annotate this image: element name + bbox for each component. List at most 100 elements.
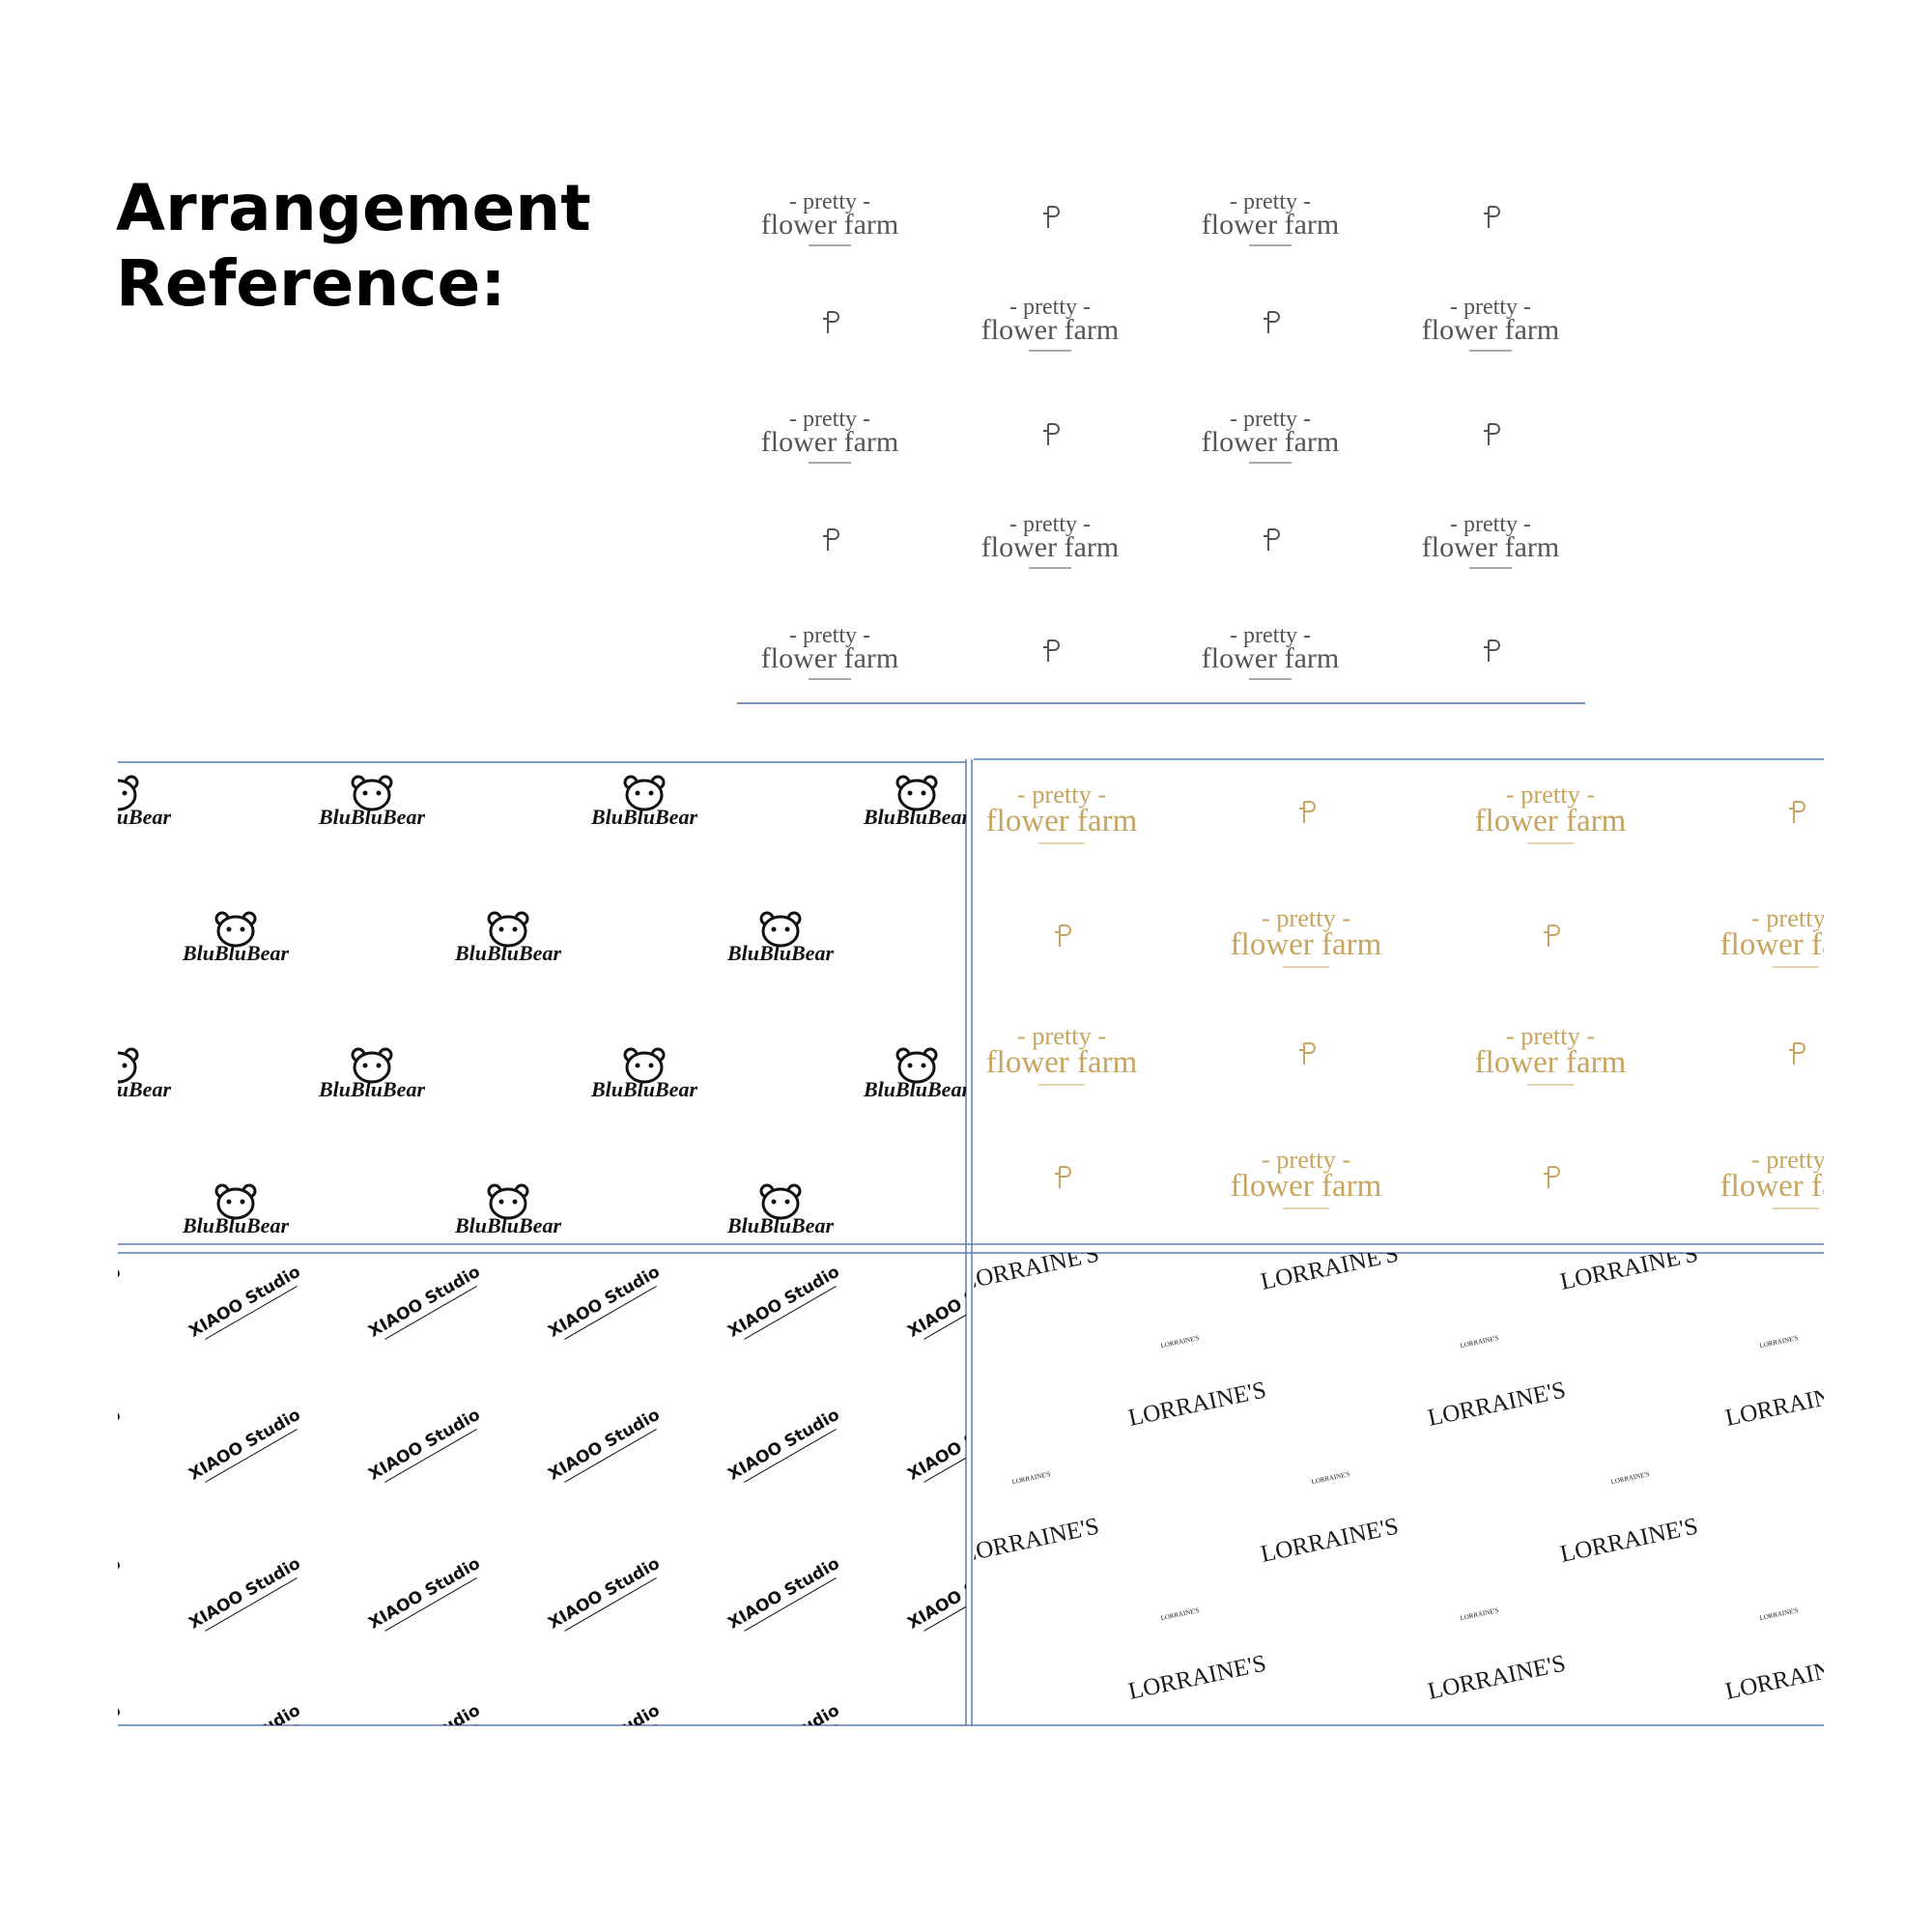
monogram xyxy=(823,311,839,333)
logo-line: flower farm xyxy=(1202,642,1339,674)
bear-logo: BluBluBear xyxy=(182,911,289,965)
monogram xyxy=(1043,206,1060,228)
monogram xyxy=(1789,1042,1805,1065)
bear-text: BluBluBear xyxy=(182,941,289,965)
logo-line: - pretty - xyxy=(1009,295,1091,320)
bear-head xyxy=(118,1051,137,1084)
monogram xyxy=(1055,924,1071,947)
bear-logo: BluBluBear xyxy=(590,775,697,829)
bear-text: BluBluBear xyxy=(64,1077,171,1101)
title-line: Reference: xyxy=(116,246,506,321)
logo-line: - pretty - xyxy=(1450,295,1531,320)
logo-line: flower farm xyxy=(761,209,898,241)
logo-line: - pretty - xyxy=(1230,623,1311,648)
reference-panel: - pretty -flower farm- pretty -flower fa… xyxy=(761,189,1559,680)
bear-text: BluBluBear xyxy=(726,941,834,965)
logo-line: - pretty - xyxy=(1450,512,1531,537)
logo-line: flower farm xyxy=(986,804,1138,838)
monogram xyxy=(1484,639,1500,662)
monogram xyxy=(1055,1166,1071,1188)
bear-head xyxy=(761,1187,800,1220)
bear-logo: BluBluBear xyxy=(318,1047,425,1101)
logo-line: - pretty - xyxy=(1017,780,1106,809)
bear-text: BluBluBear xyxy=(318,805,425,829)
bear-eye xyxy=(907,1063,913,1068)
studio-rule xyxy=(205,1428,298,1483)
bear-logo: BluBluBear xyxy=(590,1047,697,1101)
bear-logo: BluBluBear xyxy=(454,1183,561,1237)
bear-text: BluBluBear xyxy=(318,1077,425,1101)
bear-eye xyxy=(771,1199,777,1205)
bear-eye xyxy=(648,790,654,796)
bear-head xyxy=(353,1051,391,1084)
bear-eye xyxy=(362,1063,368,1068)
bear-text: BluBluBear xyxy=(863,1077,970,1101)
bear-logo: BluBluBear xyxy=(863,775,970,829)
bear-head xyxy=(897,779,936,811)
bear-text: BluBluBear xyxy=(64,805,171,829)
bear-eye xyxy=(635,790,640,796)
title-line: Arrangement xyxy=(116,171,591,245)
logo-line: flower farm xyxy=(761,426,898,458)
studio-rule xyxy=(923,1577,966,1632)
bear-text: BluBluBear xyxy=(454,941,561,965)
logo-line: - pretty - xyxy=(789,407,870,432)
bear-eye xyxy=(240,1199,245,1205)
studio-rule xyxy=(744,1285,837,1340)
bear-eye xyxy=(498,926,504,932)
logo-line: flower farm xyxy=(981,531,1119,563)
bear-eye xyxy=(122,1063,128,1068)
bear-eye xyxy=(784,926,790,932)
bear-text: BluBluBear xyxy=(590,1077,697,1101)
bear-logo: BluBluBear xyxy=(64,1047,171,1101)
bear-eye xyxy=(921,790,926,796)
monogram xyxy=(1043,639,1060,662)
bear-eye xyxy=(226,1199,232,1205)
studio-rule xyxy=(384,1428,477,1483)
monogram xyxy=(1264,311,1280,333)
bear-logo: BluBluBear xyxy=(863,1047,970,1101)
bear-eye xyxy=(784,1199,790,1205)
studio-rule xyxy=(384,1285,477,1340)
logo-line: flower farm xyxy=(1720,1169,1872,1204)
bear-head xyxy=(897,1051,936,1084)
bear-logo: BluBluBear xyxy=(726,1183,834,1237)
logo-line: - pretty - xyxy=(1262,1145,1350,1174)
monogram xyxy=(1299,1042,1316,1065)
bear-logo: BluBluBear xyxy=(454,911,561,965)
logo-line: flower farm xyxy=(1422,531,1559,563)
bear-text: BluBluBear xyxy=(863,805,970,829)
bear-head xyxy=(489,1187,527,1220)
logo-line: flower farm xyxy=(1475,804,1627,838)
bear-head xyxy=(216,1187,255,1220)
bear-eye xyxy=(907,790,913,796)
logo-line: - pretty - xyxy=(1751,1145,1840,1174)
logo-line: flower farm xyxy=(981,314,1119,346)
logo-line: - pretty - xyxy=(1506,1021,1595,1050)
bear-text: BluBluBear xyxy=(454,1213,561,1237)
studio-rule xyxy=(923,1428,966,1483)
monogram xyxy=(1484,206,1500,228)
bear-eye xyxy=(226,926,232,932)
bear-head xyxy=(353,779,391,811)
monogram xyxy=(823,528,839,551)
studio-rule xyxy=(564,1285,657,1340)
bear-eye xyxy=(376,1063,382,1068)
logo-line: - pretty - xyxy=(789,623,870,648)
pattern-panel: - pretty -flower farm- pretty -flower fa… xyxy=(986,780,1872,1209)
logo-line: - pretty - xyxy=(1751,903,1840,932)
studio-text: XIAOO Studio xyxy=(6,1701,124,1780)
panel-borders xyxy=(118,758,1824,1726)
bear-text: BluBluBear xyxy=(590,805,697,829)
bear-eye xyxy=(240,926,245,932)
studio-rule xyxy=(744,1428,837,1483)
studio-rule xyxy=(923,1285,966,1340)
bear-head xyxy=(118,779,137,811)
bear-text: BluBluBear xyxy=(182,1213,289,1237)
logo-line: flower farm xyxy=(1720,927,1872,962)
bear-logo: BluBluBear xyxy=(726,911,834,965)
bear-eye xyxy=(771,926,777,932)
bear-head xyxy=(216,915,255,948)
monogram xyxy=(1544,924,1560,947)
bear-eye xyxy=(376,790,382,796)
